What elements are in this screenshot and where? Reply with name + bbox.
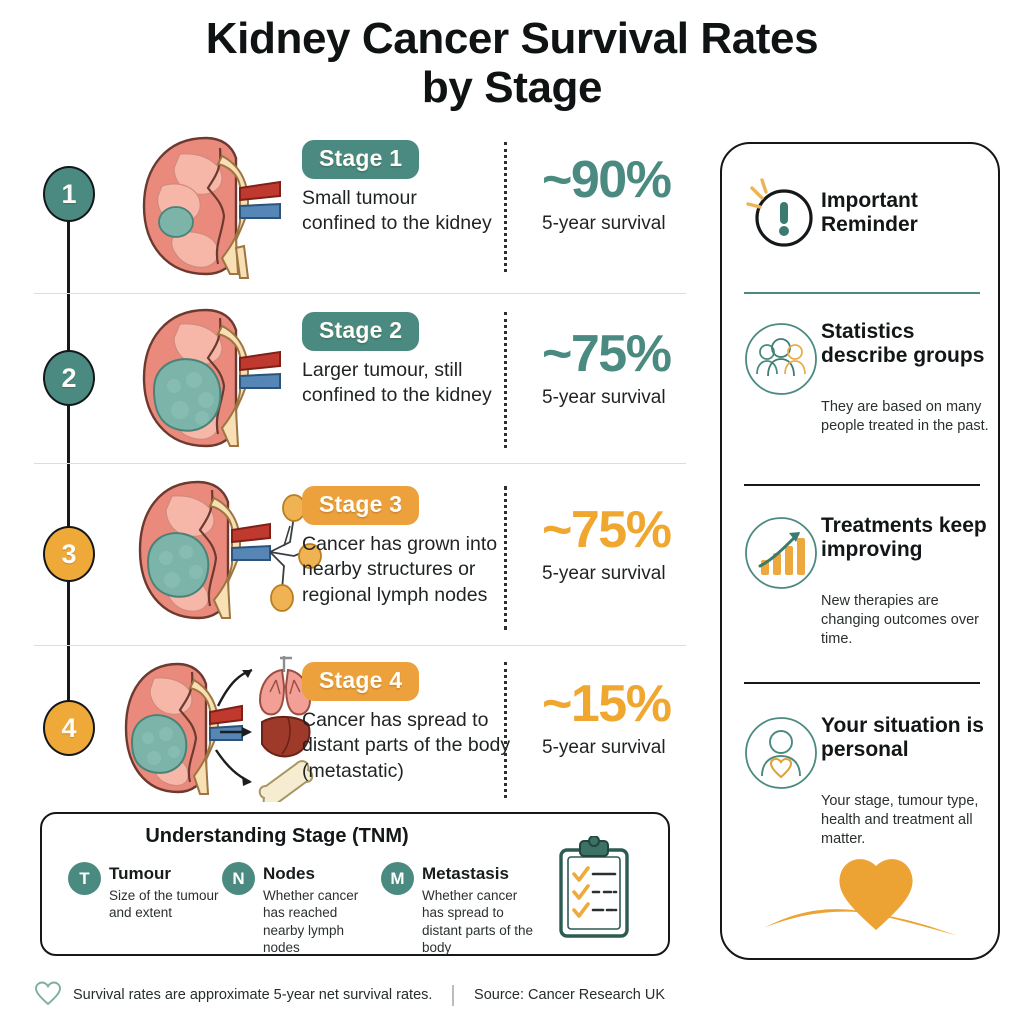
growth-chart-icon (742, 514, 817, 589)
kidney-small-tumour-icon (118, 130, 288, 287)
info-panel: Important Reminder Statistics describe g… (720, 142, 1000, 960)
stage-percent-4: ~15% (542, 675, 672, 733)
tnm-desc-n: Whether cancer has reached nearby lymph … (263, 888, 359, 955)
stage-divider-dots-2 (504, 312, 507, 448)
stage-stat-2: ~75% 5-year survival (542, 325, 672, 410)
stage-description-4: Cancer has spread to distant parts of th… (302, 709, 511, 782)
kidney-large-tumour-icon (118, 302, 288, 459)
stage-text-1: Stage 1 Small tumour confined to the kid… (302, 140, 492, 237)
panel-body-3: Your stage, tumour type, health and trea… (821, 793, 979, 847)
footer: Survival rates are approximate 5-year ne… (34, 978, 734, 1012)
stage-percent-3: ~75% (542, 501, 672, 559)
stage-description-2: Larger tumour, still confined to the kid… (302, 359, 492, 407)
tnm-name-m: Metastasis (422, 864, 509, 883)
kidney-metastasis-icon (112, 646, 324, 808)
stage-row[interactable]: 3 (34, 464, 686, 646)
stage-badge-3: Stage 3 (302, 486, 420, 525)
heart-outline-icon (34, 980, 62, 1011)
stage-percent-1: ~90% (542, 151, 672, 209)
stage-marker-1: 1 (43, 166, 95, 222)
panel-separator-1 (744, 292, 980, 294)
stage-text-4: Stage 4 Cancer has spread to distant par… (302, 662, 512, 784)
panel-separator-3 (744, 682, 980, 684)
stage-text-2: Stage 2 Larger tumour, still confined to… (302, 312, 502, 409)
person-heart-icon (742, 714, 817, 789)
exclamation-circle-icon (742, 176, 814, 248)
footer-source: Source: Cancer Research UK (474, 987, 666, 1003)
timeline-spine (67, 172, 70, 750)
stage-description-3: Cancer has grown into nearby structures … (302, 533, 498, 606)
tnm-title: Understanding Stage (TNM) (145, 825, 409, 847)
stage-row[interactable]: 2 Stage 2 Larger tumour, still confined (34, 294, 686, 464)
footer-note: Survival rates are approximate 5-year ne… (73, 987, 433, 1003)
tnm-name-t: Tumour (109, 864, 172, 883)
kidney-lymph-nodes-icon (118, 470, 323, 641)
stage-divider-dots-1 (504, 142, 507, 272)
stage-marker-4: 4 (43, 700, 95, 756)
panel-heading-0: Important Reminder (821, 189, 918, 236)
tnm-desc-m: Whether cancer has spread to distant par… (422, 888, 534, 955)
tnm-desc-t: Size of the tumour and extent (109, 888, 219, 921)
stage-row[interactable]: 4 (34, 646, 686, 808)
clipboard-checklist-icon (547, 835, 643, 949)
stage-badge-4: Stage 4 (302, 662, 420, 701)
stage-list: 1 Stage 1 Small tumour confined to the k… (34, 128, 686, 808)
tnm-letter-t: T (68, 862, 101, 895)
stage-marker-3: 3 (43, 526, 95, 582)
panel-heading-1: Statistics describe groups (821, 320, 985, 367)
stage-sub-2: 5-year survival (542, 387, 666, 408)
page-title-line-2: by Stage (421, 63, 603, 113)
people-group-icon (742, 320, 817, 395)
tnm-letter-m: M (381, 862, 414, 895)
stage-badge-1: Stage 1 (302, 140, 420, 179)
tnm-letter-n: N (222, 862, 255, 895)
stage-badge-2: Stage 2 (302, 312, 420, 351)
stage-stat-3: ~75% 5-year survival (542, 501, 672, 586)
stage-sub-3: 5-year survival (542, 563, 666, 584)
page-title: Kidney Cancer Survival Rates by Stage (0, 14, 1024, 113)
tnm-panel: Understanding Stage (TNM) T Tumour Size … (40, 812, 670, 956)
stage-sub-1: 5-year survival (542, 213, 666, 234)
stage-marker-2: 2 (43, 350, 95, 406)
panel-heading-2: Treatments keep improving (821, 514, 987, 561)
panel-heading-3: Your situation is personal (821, 714, 984, 761)
page-title-line-1: Kidney Cancer Survival Rates (205, 14, 819, 63)
stage-row[interactable]: 1 Stage 1 Small tumour confined to the k… (34, 128, 686, 294)
stage-stat-4: ~15% 5-year survival (542, 675, 672, 760)
stage-description-1: Small tumour confined to the kidney (302, 187, 492, 235)
panel-body-1: They are based on many people treated in… (821, 399, 989, 434)
heart-swoosh-icon (758, 856, 970, 947)
stage-divider-dots-3 (504, 486, 507, 630)
tnm-name-n: Nodes (263, 864, 315, 883)
stage-stat-1: ~90% 5-year survival (542, 151, 672, 236)
stage-percent-2: ~75% (542, 325, 672, 383)
stage-sub-4: 5-year survival (542, 737, 666, 758)
footer-divider (452, 984, 455, 1006)
stage-divider-dots-4 (504, 662, 507, 798)
panel-body-2: New therapies are changing outcomes over… (821, 593, 979, 647)
stage-text-3: Stage 3 Cancer has grown into nearby str… (302, 486, 502, 608)
panel-separator-2 (744, 484, 980, 486)
